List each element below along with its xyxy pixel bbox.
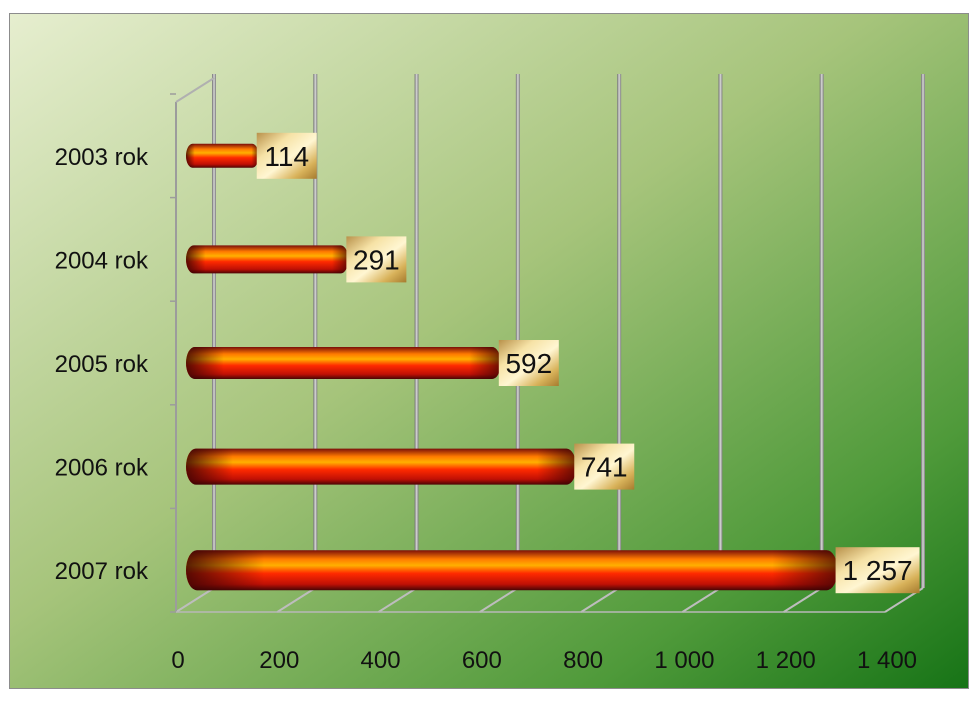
data-label-3: 741 — [581, 452, 628, 483]
x-tick-label-7: 1 400 — [857, 647, 917, 674]
x-tick-label-4: 800 — [563, 647, 603, 674]
data-label-1: 291 — [353, 244, 400, 275]
x-tick-label-1: 200 — [259, 647, 299, 674]
x-tick-label-3: 600 — [462, 647, 502, 674]
category-label-0: 2003 rok — [55, 144, 149, 171]
gridline-6 — [819, 74, 824, 588]
category-label-1: 2004 rok — [55, 247, 149, 274]
gridline-3 — [515, 74, 520, 588]
gridline-4 — [617, 74, 622, 588]
x-tick-label-0: 0 — [171, 647, 184, 674]
bar-1 — [186, 245, 349, 274]
data-label-box-0 — [256, 132, 317, 179]
x-tick-labels: 0 200 400 600 800 1 000 1 200 1 400 — [171, 647, 917, 674]
data-label-4: 1 257 — [843, 555, 913, 586]
floor-line-0 — [175, 587, 215, 613]
data-label-box-1 — [346, 236, 407, 283]
floor-line-1 — [276, 587, 316, 613]
gridline-1 — [313, 74, 318, 588]
y-axis-top-edge — [175, 77, 215, 103]
data-label-box-3 — [574, 443, 635, 490]
category-labels: 2003 rok 2004 rok 2005 rok 2006 rok 2007 rok — [55, 144, 149, 585]
bars — [186, 143, 838, 591]
bar-2 — [186, 347, 501, 379]
data-label-2: 592 — [505, 348, 552, 379]
gridline-7 — [921, 74, 925, 588]
floor-line-5 — [681, 587, 721, 613]
bar-shade-1 — [186, 245, 349, 274]
data-label-0: 114 — [264, 141, 309, 172]
floor-line-4 — [580, 587, 620, 613]
bar-0 — [186, 143, 259, 168]
bar-shade-4 — [186, 550, 838, 591]
floor-line-3 — [479, 587, 519, 613]
floor-line-2 — [378, 587, 418, 613]
bar-3 — [186, 448, 577, 485]
chart-frame: 114 291 592 741 1 257 2003 rok 2004 rok 2005 r… — [9, 13, 969, 689]
data-label-box-2 — [498, 340, 559, 386]
gridline-0 — [212, 74, 216, 588]
data-labels: 114 291 592 741 1 257 — [256, 132, 920, 594]
data-label-box-4 — [835, 547, 920, 594]
floor-line-6 — [783, 587, 823, 613]
gridline-2 — [414, 74, 419, 588]
bar-4 — [186, 550, 838, 591]
bar-shade-0 — [186, 143, 259, 168]
x-tick-label-6: 1 200 — [756, 647, 816, 674]
bar-shade-3 — [186, 448, 577, 485]
x-tick-label-2: 400 — [361, 647, 401, 674]
category-label-4: 2007 rok — [55, 558, 149, 585]
bar-shade-2 — [186, 347, 501, 379]
category-label-3: 2006 rok — [55, 455, 149, 482]
x-tick-label-5: 1 000 — [654, 647, 714, 674]
category-label-2: 2005 rok — [55, 351, 149, 378]
bar-chart: 114 291 592 741 1 257 2003 rok 2004 rok 2005 r… — [10, 14, 968, 688]
axes — [170, 77, 885, 613]
gridline-5 — [718, 74, 723, 588]
